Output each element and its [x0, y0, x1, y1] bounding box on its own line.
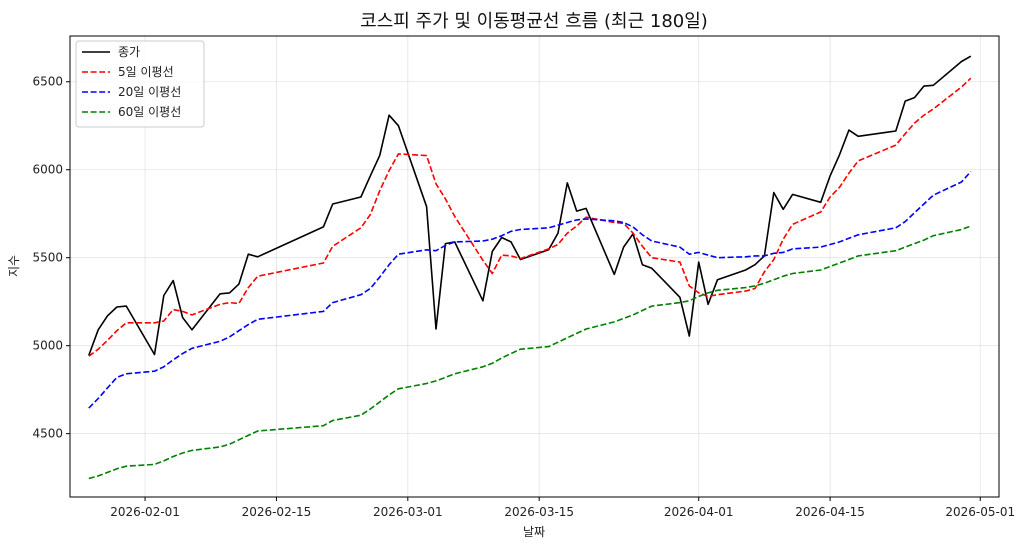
y-tick-label: 4500 — [32, 427, 63, 441]
legend-label-3: 60일 이평선 — [118, 105, 181, 119]
grid-lines — [70, 36, 999, 497]
legend-label-1: 5일 이평선 — [118, 65, 174, 79]
y-tick-label: 6000 — [32, 163, 63, 177]
series-line-2 — [88, 170, 972, 409]
legend: 종가 5일 이평선 20일 이평선 60일 이평선 — [75, 40, 205, 128]
x-tick-label: 2026-04-01 — [664, 505, 734, 519]
x-axis-ticks: 2026-02-01 2026-02-15 2026-03-01 2026-03-15… — [110, 497, 1015, 519]
plot-frame — [69, 35, 1000, 498]
y-tick-label: 5000 — [32, 339, 63, 353]
x-tick-label: 2026-03-15 — [504, 505, 574, 519]
x-tick-label: 2026-02-15 — [242, 505, 312, 519]
chart-title: 코스피 주가 및 이동평균선 흐름 (최근 180일) — [360, 11, 708, 32]
series-lines — [88, 55, 972, 480]
legend-label-2: 20일 이평선 — [118, 85, 181, 99]
x-tick-label: 2026-05-01 — [945, 505, 1015, 519]
x-axis-label: 날짜 — [523, 525, 545, 539]
legend-label-0: 종가 — [118, 45, 140, 59]
x-tick-label: 2026-03-01 — [373, 505, 443, 519]
legend-box — [75, 40, 205, 128]
x-tick-label: 2026-04-15 — [795, 505, 865, 519]
y-tick-label: 5500 — [32, 251, 63, 265]
y-tick-label: 6500 — [32, 75, 63, 89]
series-line-1 — [88, 77, 972, 357]
series-line-0 — [88, 55, 972, 356]
y-axis-label: 지수 — [7, 255, 21, 277]
x-tick-label: 2026-02-01 — [110, 505, 180, 519]
y-axis-ticks: 4500 5000 5500 6000 6500 — [32, 75, 70, 441]
series-line-3 — [88, 225, 972, 480]
